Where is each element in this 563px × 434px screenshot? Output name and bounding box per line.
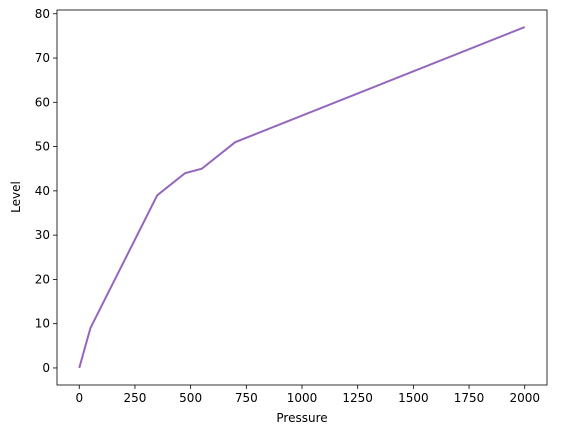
y-tick-label: 30	[35, 228, 50, 242]
x-tick-label: 250	[124, 391, 147, 405]
y-tick-label: 80	[35, 7, 50, 21]
y-tick-label: 10	[35, 317, 50, 331]
x-tick-label: 0	[75, 391, 83, 405]
x-tick-label: 750	[235, 391, 258, 405]
x-axis-label: Pressure	[276, 411, 327, 425]
plot-frame	[56, 9, 548, 386]
y-tick-label: 40	[35, 184, 50, 198]
x-tick-label: 1000	[287, 391, 318, 405]
x-tick-label: 1250	[342, 391, 373, 405]
y-tick-label: 70	[35, 51, 50, 65]
x-tick-label: 2000	[509, 391, 540, 405]
y-tick-label: 0	[42, 361, 50, 375]
x-tick-label: 1500	[398, 391, 429, 405]
y-tick-label: 20	[35, 272, 50, 286]
x-tick-label: 1750	[454, 391, 485, 405]
line	[78, 26, 526, 369]
y-tick-label: 50	[35, 140, 50, 154]
x-tick-label: 500	[179, 391, 202, 405]
y-tick-label: 60	[35, 95, 50, 109]
y-axis-label: Level	[9, 181, 23, 213]
